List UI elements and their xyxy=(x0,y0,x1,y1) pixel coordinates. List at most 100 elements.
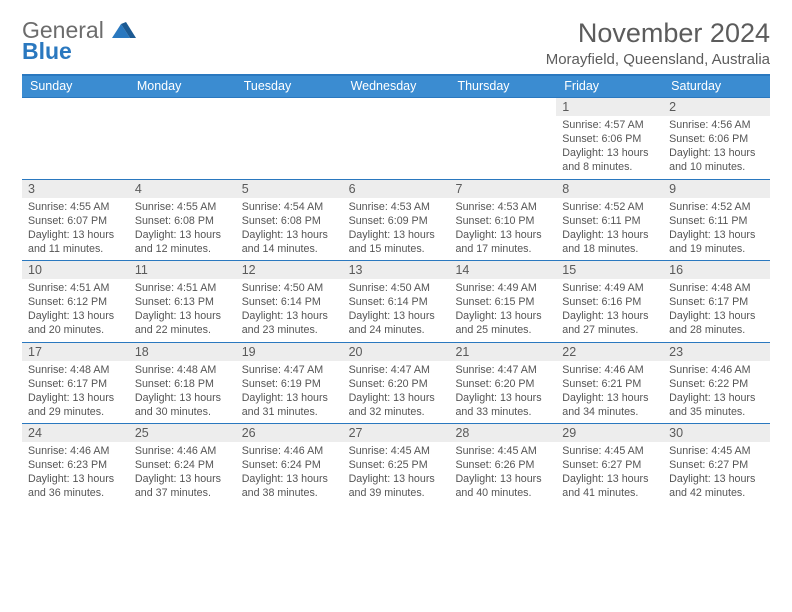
day-cell: 10Sunrise: 4:51 AMSunset: 6:12 PMDayligh… xyxy=(22,261,129,342)
daylight-line: Daylight: 13 hours and 40 minutes. xyxy=(455,472,550,500)
sunset-line: Sunset: 6:09 PM xyxy=(349,214,444,228)
day-cell: 21Sunrise: 4:47 AMSunset: 6:20 PMDayligh… xyxy=(449,343,556,424)
day-body: Sunrise: 4:45 AMSunset: 6:25 PMDaylight:… xyxy=(343,442,450,505)
day-body: Sunrise: 4:48 AMSunset: 6:18 PMDaylight:… xyxy=(129,361,236,424)
day-cell: 23Sunrise: 4:46 AMSunset: 6:22 PMDayligh… xyxy=(663,343,770,424)
daylight-line: Daylight: 13 hours and 17 minutes. xyxy=(455,228,550,256)
sunset-line: Sunset: 6:23 PM xyxy=(28,458,123,472)
daylight-line: Daylight: 13 hours and 36 minutes. xyxy=(28,472,123,500)
day-number: 12 xyxy=(236,261,343,279)
day-cell: 25Sunrise: 4:46 AMSunset: 6:24 PMDayligh… xyxy=(129,424,236,505)
sunrise-line: Sunrise: 4:48 AM xyxy=(28,363,123,377)
sunrise-line: Sunrise: 4:49 AM xyxy=(455,281,550,295)
daylight-line: Daylight: 13 hours and 23 minutes. xyxy=(242,309,337,337)
day-cell: 8Sunrise: 4:52 AMSunset: 6:11 PMDaylight… xyxy=(556,180,663,261)
days-of-week-row: SundayMondayTuesdayWednesdayThursdayFrid… xyxy=(22,76,770,97)
day-number: 6 xyxy=(343,180,450,198)
day-body: Sunrise: 4:49 AMSunset: 6:15 PMDaylight:… xyxy=(449,279,556,342)
day-cell: 16Sunrise: 4:48 AMSunset: 6:17 PMDayligh… xyxy=(663,261,770,342)
daylight-line: Daylight: 13 hours and 29 minutes. xyxy=(28,391,123,419)
sunrise-line: Sunrise: 4:52 AM xyxy=(562,200,657,214)
sunrise-line: Sunrise: 4:48 AM xyxy=(135,363,230,377)
day-number xyxy=(449,98,556,116)
day-cell: 14Sunrise: 4:49 AMSunset: 6:15 PMDayligh… xyxy=(449,261,556,342)
sunrise-line: Sunrise: 4:48 AM xyxy=(669,281,764,295)
day-cell: 18Sunrise: 4:48 AMSunset: 6:18 PMDayligh… xyxy=(129,343,236,424)
day-number: 10 xyxy=(22,261,129,279)
day-number: 24 xyxy=(22,424,129,442)
day-body xyxy=(129,116,236,122)
daylight-line: Daylight: 13 hours and 15 minutes. xyxy=(349,228,444,256)
day-cell: 19Sunrise: 4:47 AMSunset: 6:19 PMDayligh… xyxy=(236,343,343,424)
day-body: Sunrise: 4:49 AMSunset: 6:16 PMDaylight:… xyxy=(556,279,663,342)
day-cell: 7Sunrise: 4:53 AMSunset: 6:10 PMDaylight… xyxy=(449,180,556,261)
sunset-line: Sunset: 6:13 PM xyxy=(135,295,230,309)
sunset-line: Sunset: 6:18 PM xyxy=(135,377,230,391)
day-number: 5 xyxy=(236,180,343,198)
daylight-line: Daylight: 13 hours and 19 minutes. xyxy=(669,228,764,256)
day-cell: 28Sunrise: 4:45 AMSunset: 6:26 PMDayligh… xyxy=(449,424,556,505)
sunrise-line: Sunrise: 4:47 AM xyxy=(349,363,444,377)
daylight-line: Daylight: 13 hours and 39 minutes. xyxy=(349,472,444,500)
sunset-line: Sunset: 6:17 PM xyxy=(669,295,764,309)
day-cell: 30Sunrise: 4:45 AMSunset: 6:27 PMDayligh… xyxy=(663,424,770,505)
sunset-line: Sunset: 6:25 PM xyxy=(349,458,444,472)
daylight-line: Daylight: 13 hours and 30 minutes. xyxy=(135,391,230,419)
daylight-line: Daylight: 13 hours and 22 minutes. xyxy=(135,309,230,337)
day-body: Sunrise: 4:47 AMSunset: 6:20 PMDaylight:… xyxy=(343,361,450,424)
week-row: 17Sunrise: 4:48 AMSunset: 6:17 PMDayligh… xyxy=(22,342,770,424)
month-title: November 2024 xyxy=(546,18,770,49)
sunset-line: Sunset: 6:27 PM xyxy=(562,458,657,472)
week-row: 1Sunrise: 4:57 AMSunset: 6:06 PMDaylight… xyxy=(22,97,770,179)
sunrise-line: Sunrise: 4:45 AM xyxy=(562,444,657,458)
day-cell: 17Sunrise: 4:48 AMSunset: 6:17 PMDayligh… xyxy=(22,343,129,424)
daylight-line: Daylight: 13 hours and 24 minutes. xyxy=(349,309,444,337)
sunrise-line: Sunrise: 4:45 AM xyxy=(455,444,550,458)
day-number: 16 xyxy=(663,261,770,279)
day-body: Sunrise: 4:48 AMSunset: 6:17 PMDaylight:… xyxy=(663,279,770,342)
day-cell: 29Sunrise: 4:45 AMSunset: 6:27 PMDayligh… xyxy=(556,424,663,505)
sunrise-line: Sunrise: 4:53 AM xyxy=(349,200,444,214)
sunset-line: Sunset: 6:20 PM xyxy=(349,377,444,391)
daylight-line: Daylight: 13 hours and 10 minutes. xyxy=(669,146,764,174)
sunrise-line: Sunrise: 4:54 AM xyxy=(242,200,337,214)
day-number: 4 xyxy=(129,180,236,198)
sunrise-line: Sunrise: 4:52 AM xyxy=(669,200,764,214)
sunset-line: Sunset: 6:21 PM xyxy=(562,377,657,391)
day-number: 21 xyxy=(449,343,556,361)
day-number xyxy=(236,98,343,116)
day-number: 17 xyxy=(22,343,129,361)
day-cell xyxy=(236,98,343,179)
week-row: 3Sunrise: 4:55 AMSunset: 6:07 PMDaylight… xyxy=(22,179,770,261)
day-number xyxy=(343,98,450,116)
sunrise-line: Sunrise: 4:50 AM xyxy=(349,281,444,295)
day-body: Sunrise: 4:51 AMSunset: 6:13 PMDaylight:… xyxy=(129,279,236,342)
sunset-line: Sunset: 6:15 PM xyxy=(455,295,550,309)
calendar: SundayMondayTuesdayWednesdayThursdayFrid… xyxy=(22,74,770,505)
day-number: 30 xyxy=(663,424,770,442)
day-number: 25 xyxy=(129,424,236,442)
day-cell: 24Sunrise: 4:46 AMSunset: 6:23 PMDayligh… xyxy=(22,424,129,505)
sunrise-line: Sunrise: 4:55 AM xyxy=(135,200,230,214)
day-number: 8 xyxy=(556,180,663,198)
day-body: Sunrise: 4:50 AMSunset: 6:14 PMDaylight:… xyxy=(236,279,343,342)
sunset-line: Sunset: 6:17 PM xyxy=(28,377,123,391)
day-body: Sunrise: 4:48 AMSunset: 6:17 PMDaylight:… xyxy=(22,361,129,424)
sunset-line: Sunset: 6:06 PM xyxy=(562,132,657,146)
day-number: 19 xyxy=(236,343,343,361)
day-body: Sunrise: 4:57 AMSunset: 6:06 PMDaylight:… xyxy=(556,116,663,179)
day-number: 29 xyxy=(556,424,663,442)
sunset-line: Sunset: 6:06 PM xyxy=(669,132,764,146)
daylight-line: Daylight: 13 hours and 32 minutes. xyxy=(349,391,444,419)
daylight-line: Daylight: 13 hours and 18 minutes. xyxy=(562,228,657,256)
daylight-line: Daylight: 13 hours and 31 minutes. xyxy=(242,391,337,419)
day-cell: 9Sunrise: 4:52 AMSunset: 6:11 PMDaylight… xyxy=(663,180,770,261)
sunrise-line: Sunrise: 4:47 AM xyxy=(455,363,550,377)
week-row: 24Sunrise: 4:46 AMSunset: 6:23 PMDayligh… xyxy=(22,423,770,505)
sunset-line: Sunset: 6:27 PM xyxy=(669,458,764,472)
day-body xyxy=(449,116,556,122)
day-body: Sunrise: 4:46 AMSunset: 6:23 PMDaylight:… xyxy=(22,442,129,505)
sunset-line: Sunset: 6:22 PM xyxy=(669,377,764,391)
day-body: Sunrise: 4:52 AMSunset: 6:11 PMDaylight:… xyxy=(663,198,770,261)
sunrise-line: Sunrise: 4:55 AM xyxy=(28,200,123,214)
